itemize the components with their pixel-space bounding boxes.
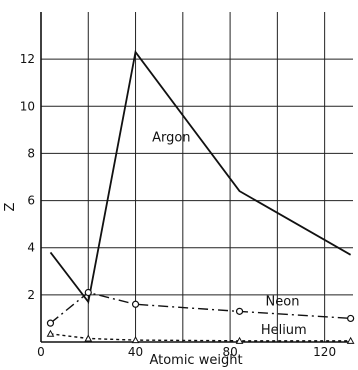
point-neon-1 — [84, 288, 92, 297]
x-axis-label: Atomic weight — [149, 353, 242, 368]
series-label-helium: Helium — [261, 323, 307, 338]
series-line-argon — [49, 49, 352, 305]
labels-layer: Argon Neon Helium — [152, 131, 307, 338]
x-tick-label-80: 80 — [222, 345, 237, 359]
axes-layer: 0 40 80 120 2 4 6 8 10 12 — [20, 12, 353, 359]
x-tick-label-40: 40 — [128, 345, 143, 359]
y-tick-label-8: 8 — [27, 146, 35, 160]
grid-layer — [41, 12, 353, 342]
series-label-argon: Argon — [152, 131, 190, 146]
series-line-neon — [50, 291, 351, 324]
y-tick-label-12: 12 — [20, 52, 35, 66]
point-neon-3 — [235, 307, 244, 315]
point-helium-2 — [131, 336, 140, 344]
y-tick-label-2: 2 — [27, 288, 35, 302]
point-neon-2 — [131, 300, 140, 308]
y-tick-label-4: 4 — [27, 241, 35, 255]
y-axis-label: Z — [3, 202, 18, 211]
point-neon-0 — [46, 319, 55, 327]
x-tick-label-120: 120 — [313, 345, 336, 359]
x-tick-label-0: 0 — [37, 345, 45, 359]
point-helium-4 — [346, 336, 355, 344]
point-neon-4 — [347, 314, 355, 323]
point-helium-3 — [235, 336, 244, 344]
y-tick-label-6: 6 — [27, 194, 35, 208]
point-helium-0 — [46, 329, 55, 337]
series-label-neon: Neon — [266, 294, 300, 309]
y-tick-label-10: 10 — [20, 99, 35, 113]
point-helium-1 — [84, 334, 93, 342]
series-layer — [46, 49, 355, 344]
